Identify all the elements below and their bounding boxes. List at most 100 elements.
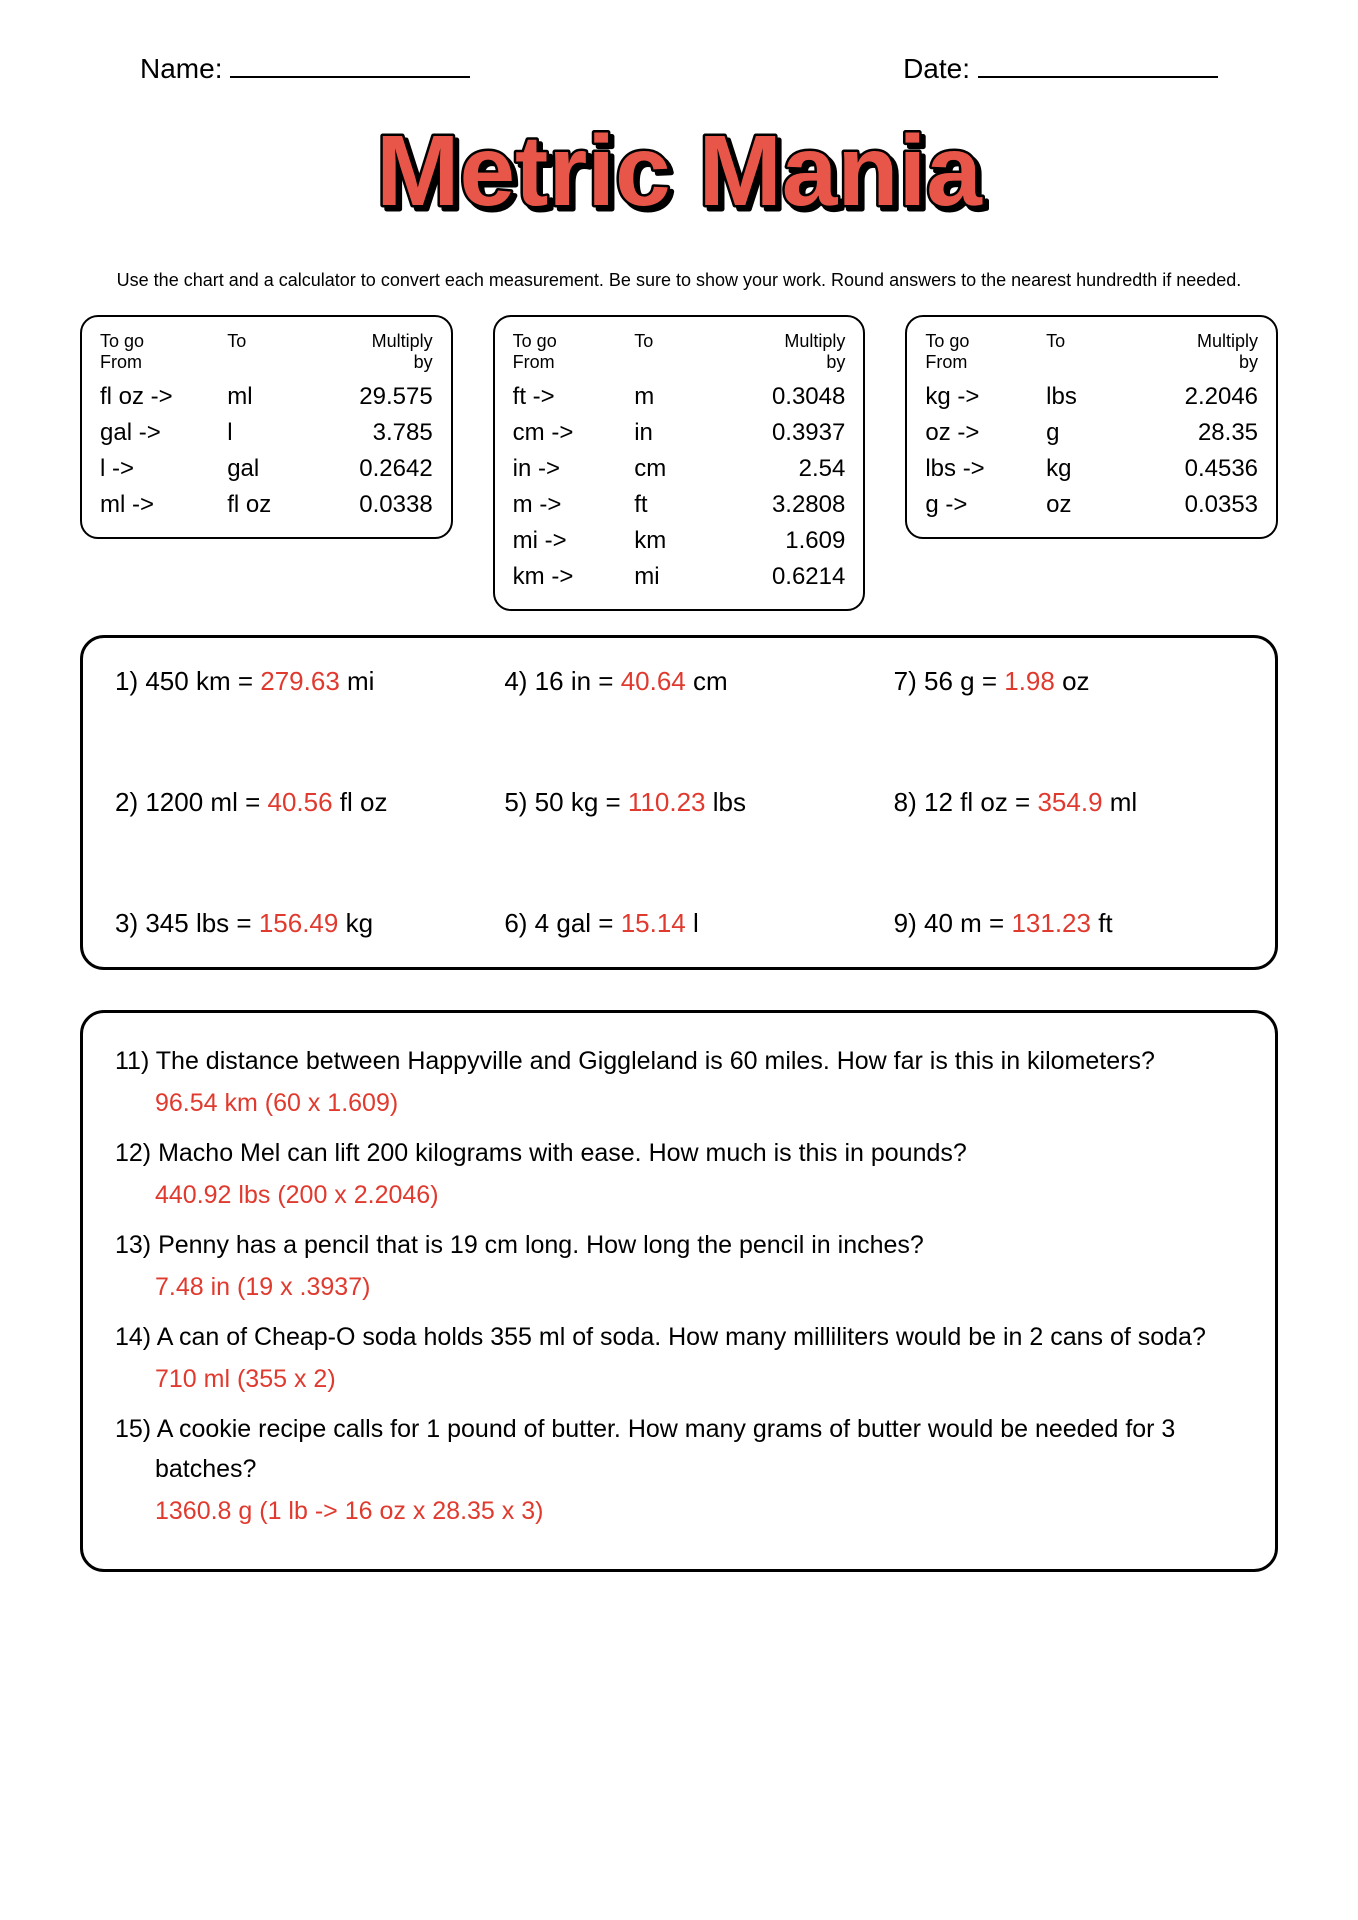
problem-unit: ml	[1103, 787, 1138, 817]
word-problem-question: 13) Penny has a pencil that is 19 cm lon…	[115, 1225, 1243, 1265]
problem-answer: 40.56	[267, 787, 332, 817]
problem-lhs: 40 m =	[924, 908, 1011, 938]
problem-number: 8)	[894, 787, 924, 817]
short-problem: 3) 345 lbs = 156.49 kg	[115, 908, 464, 939]
problem-lhs: 50 kg =	[535, 787, 628, 817]
conversion-row: g ->oz0.0353	[925, 487, 1258, 523]
word-problem-answer: 440.92 lbs (200 x 2.2046)	[115, 1175, 1243, 1215]
problem-number: 6)	[504, 908, 534, 938]
problem-number: 5)	[504, 787, 534, 817]
problem-lhs: 16 in =	[535, 666, 621, 696]
problem-lhs: 4 gal =	[535, 908, 621, 938]
word-problem-question: 15) A cookie recipe calls for 1 pound of…	[115, 1409, 1243, 1489]
conversion-table: To goFromToMultiplybyfl oz ->ml29.575gal…	[80, 315, 453, 539]
conversion-cell: oz	[1046, 487, 1108, 523]
conversion-cell: 0.6214	[698, 559, 845, 595]
short-problem: 2) 1200 ml = 40.56 fl oz	[115, 787, 464, 818]
problem-unit: mi	[340, 666, 375, 696]
conversion-cell: km ->	[513, 559, 635, 595]
name-blank[interactable]	[230, 50, 470, 78]
conversion-row: m ->ft3.2808	[513, 487, 846, 523]
conversion-cell: 29.575	[304, 379, 432, 415]
problem-number: 3)	[115, 908, 145, 938]
conversion-cell: cm	[634, 451, 698, 487]
conversion-cell: oz ->	[925, 415, 1046, 451]
conversion-cell: in	[634, 415, 698, 451]
date-blank[interactable]	[978, 50, 1218, 78]
short-problems-grid: 1) 450 km = 279.63 mi 2) 1200 ml = 40.56 …	[115, 666, 1243, 939]
conversion-row: kg ->lbs2.2046	[925, 379, 1258, 415]
conversion-row: mi ->km1.609	[513, 523, 846, 559]
conversion-row: gal ->l3.785	[100, 415, 433, 451]
word-problem-answer: 7.48 in (19 x .3937)	[115, 1267, 1243, 1307]
conversion-cell: m	[634, 379, 698, 415]
conversion-cell: l ->	[100, 451, 227, 487]
title-text: Metric Mania	[376, 115, 983, 227]
conversion-cell: mi	[634, 559, 698, 595]
conversion-cell: cm ->	[513, 415, 635, 451]
name-label: Name:	[140, 53, 222, 85]
conversion-cell: in ->	[513, 451, 635, 487]
title-container: Metric Mania	[80, 105, 1278, 250]
conversion-cell: km	[634, 523, 698, 559]
conversion-cell: 1.609	[698, 523, 845, 559]
conversion-row: ft ->m0.3048	[513, 379, 846, 415]
conversion-cell: 0.3937	[698, 415, 845, 451]
conversion-cell: ft	[634, 487, 698, 523]
conversion-cell: 0.4536	[1109, 451, 1258, 487]
problem-lhs: 345 lbs =	[145, 908, 258, 938]
col-mult: Multiplyby	[304, 331, 432, 379]
word-problem-answer: 710 ml (355 x 2)	[115, 1359, 1243, 1399]
conversion-cell: l	[227, 415, 304, 451]
problem-unit: lbs	[706, 787, 746, 817]
word-problem: 12) Macho Mel can lift 200 kilograms wit…	[115, 1133, 1243, 1215]
conversion-row: km ->mi0.6214	[513, 559, 846, 595]
col-to: To	[634, 331, 698, 379]
problem-answer: 131.23	[1011, 908, 1091, 938]
conversion-tables-row: To goFromToMultiplybyfl oz ->ml29.575gal…	[80, 315, 1278, 611]
problem-unit: kg	[338, 908, 373, 938]
conversion-cell: gal ->	[100, 415, 227, 451]
conversion-cell: ml	[227, 379, 304, 415]
conversion-cell: 0.0338	[304, 487, 432, 523]
conversion-cell: g ->	[925, 487, 1046, 523]
problem-number: 2)	[115, 787, 145, 817]
short-problem: 8) 12 fl oz = 354.9 ml	[894, 787, 1243, 818]
conversion-row: cm ->in0.3937	[513, 415, 846, 451]
problem-answer: 354.9	[1037, 787, 1102, 817]
word-problem-question: 12) Macho Mel can lift 200 kilograms wit…	[115, 1133, 1243, 1173]
col-mult: Multiplyby	[1109, 331, 1258, 379]
conversion-cell: 0.2642	[304, 451, 432, 487]
word-problem: 14) A can of Cheap-O soda holds 355 ml o…	[115, 1317, 1243, 1399]
name-field: Name:	[140, 50, 470, 85]
conversion-cell: lbs ->	[925, 451, 1046, 487]
col-from: To goFrom	[513, 331, 635, 379]
problem-lhs: 12 fl oz =	[924, 787, 1037, 817]
short-problem: 1) 450 km = 279.63 mi	[115, 666, 464, 697]
conversion-cell: ft ->	[513, 379, 635, 415]
problem-lhs: 56 g =	[924, 666, 1004, 696]
col-to: To	[1046, 331, 1108, 379]
conversion-cell: 2.2046	[1109, 379, 1258, 415]
conversion-cell: fl oz ->	[100, 379, 227, 415]
date-label: Date:	[903, 53, 970, 85]
header-fields: Name: Date:	[80, 50, 1278, 85]
conversion-cell: kg ->	[925, 379, 1046, 415]
word-problem-question: 11) The distance between Happyville and …	[115, 1041, 1243, 1081]
problem-answer: 110.23	[628, 787, 706, 817]
date-field: Date:	[903, 50, 1218, 85]
problem-unit: cm	[686, 666, 728, 696]
col-from: To goFrom	[925, 331, 1046, 379]
short-problem: 5) 50 kg = 110.23 lbs	[504, 787, 853, 818]
conversion-cell: 2.54	[698, 451, 845, 487]
col-mult: Multiplyby	[698, 331, 845, 379]
conversion-cell: lbs	[1046, 379, 1108, 415]
conversion-row: ml ->fl oz0.0338	[100, 487, 433, 523]
conversion-row: oz ->g28.35	[925, 415, 1258, 451]
conversion-cell: m ->	[513, 487, 635, 523]
conversion-row: in ->cm2.54	[513, 451, 846, 487]
word-problem-answer: 1360.8 g (1 lb -> 16 oz x 28.35 x 3)	[115, 1491, 1243, 1531]
problem-number: 4)	[504, 666, 534, 696]
problem-lhs: 1200 ml =	[145, 787, 267, 817]
title-logo: Metric Mania	[229, 105, 1129, 245]
